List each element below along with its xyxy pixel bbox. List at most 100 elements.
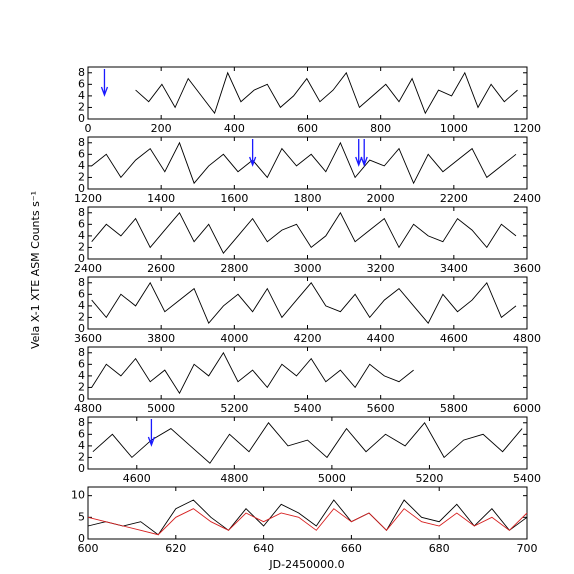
y-tick-label: 8 bbox=[78, 276, 85, 289]
panel-frame bbox=[87, 276, 528, 330]
x-tick-label: 2400 bbox=[74, 262, 102, 275]
x-tick-label: 1400 bbox=[147, 192, 175, 205]
arrow bbox=[360, 139, 368, 167]
light-curve bbox=[135, 71, 518, 115]
y-tick-label: 8 bbox=[78, 416, 85, 429]
panel-frame bbox=[87, 206, 528, 260]
x-tick-label: 5600 bbox=[367, 402, 395, 415]
y-tick-label: 6 bbox=[78, 147, 85, 160]
light-curve bbox=[91, 211, 517, 255]
y-tick-label: 6 bbox=[78, 217, 85, 230]
arrow bbox=[100, 69, 109, 97]
x-tick-label: 4000 bbox=[220, 332, 248, 345]
x-tick-label: 4600 bbox=[440, 332, 468, 345]
x-tick-label: 3600 bbox=[74, 332, 102, 345]
y-tick-label: 2 bbox=[78, 310, 85, 323]
y-tick-label: 2 bbox=[78, 450, 85, 463]
x-tick-label: 5200 bbox=[220, 402, 248, 415]
x-tick-label: 2600 bbox=[147, 262, 175, 275]
x-tick-label: 2000 bbox=[367, 192, 395, 205]
arrow bbox=[249, 139, 257, 167]
panel-frame bbox=[87, 136, 528, 190]
arrow bbox=[147, 419, 156, 447]
arrow bbox=[355, 139, 363, 167]
y-tick-label: 4 bbox=[78, 299, 85, 312]
x-tick-label: 3200 bbox=[367, 262, 395, 275]
x-tick-label: 4600 bbox=[123, 472, 151, 485]
x-tick-label: 5200 bbox=[415, 472, 443, 485]
y-tick-label: 4 bbox=[78, 89, 85, 102]
y-tick-label: 8 bbox=[78, 136, 85, 149]
x-tick-label: 4800 bbox=[220, 472, 248, 485]
x-tick-label: 600 bbox=[297, 122, 318, 135]
x-tick-label: 1800 bbox=[294, 192, 322, 205]
y-tick-label: 0 bbox=[78, 392, 85, 405]
y-tick-label: 6 bbox=[78, 77, 85, 90]
light-curve bbox=[87, 499, 528, 536]
y-tick-label: 4 bbox=[78, 439, 85, 452]
x-tick-label: 620 bbox=[165, 542, 186, 555]
x-tick-label: 5400 bbox=[513, 472, 541, 485]
light-curve bbox=[91, 141, 517, 185]
x-axis-label: JD-2450000.0 bbox=[268, 558, 344, 571]
x-tick-label: 4800 bbox=[513, 332, 541, 345]
y-tick-label: 0 bbox=[78, 252, 85, 265]
x-tick-label: 5400 bbox=[294, 402, 322, 415]
light-curve bbox=[91, 351, 414, 395]
x-tick-label: 5000 bbox=[147, 402, 175, 415]
x-tick-label: 4400 bbox=[367, 332, 395, 345]
panel-frame bbox=[87, 346, 528, 400]
x-tick-label: 6000 bbox=[513, 402, 541, 415]
x-tick-label: 600 bbox=[78, 542, 99, 555]
y-tick-label: 2 bbox=[78, 380, 85, 393]
y-tick-label: 0 bbox=[78, 112, 85, 125]
light-curve bbox=[91, 281, 517, 325]
x-tick-label: 3000 bbox=[294, 262, 322, 275]
x-tick-label: 3600 bbox=[513, 262, 541, 275]
x-tick-label: 1600 bbox=[220, 192, 248, 205]
light-curve bbox=[87, 508, 528, 536]
y-tick-label: 8 bbox=[78, 346, 85, 359]
y-tick-label: 0 bbox=[78, 462, 85, 475]
y-tick-label: 6 bbox=[78, 357, 85, 370]
y-axis-label: Vela X-1 XTE ASM Counts s⁻¹ bbox=[29, 191, 42, 349]
y-tick-label: 0 bbox=[78, 182, 85, 195]
x-tick-label: 2400 bbox=[513, 192, 541, 205]
light-curve bbox=[92, 422, 523, 464]
x-tick-label: 700 bbox=[517, 542, 538, 555]
panel-frame bbox=[87, 416, 528, 470]
x-tick-label: 200 bbox=[151, 122, 172, 135]
x-tick-label: 1200 bbox=[513, 122, 541, 135]
y-tick-label: 6 bbox=[78, 427, 85, 440]
x-tick-label: 400 bbox=[224, 122, 245, 135]
x-tick-label: 2800 bbox=[220, 262, 248, 275]
y-tick-label: 8 bbox=[78, 66, 85, 79]
x-tick-label: 1200 bbox=[74, 192, 102, 205]
x-tick-label: 660 bbox=[341, 542, 362, 555]
y-tick-label: 8 bbox=[78, 206, 85, 219]
y-tick-label: 2 bbox=[78, 240, 85, 253]
x-tick-label: 3400 bbox=[440, 262, 468, 275]
y-tick-label: 4 bbox=[78, 369, 85, 382]
x-tick-label: 5000 bbox=[318, 472, 346, 485]
x-tick-label: 1000 bbox=[440, 122, 468, 135]
x-tick-label: 680 bbox=[429, 542, 450, 555]
x-tick-label: 2200 bbox=[440, 192, 468, 205]
x-tick-label: 3800 bbox=[147, 332, 175, 345]
y-tick-label: 2 bbox=[78, 100, 85, 113]
y-tick-label: 6 bbox=[78, 287, 85, 300]
x-tick-label: 4200 bbox=[294, 332, 322, 345]
y-tick-label: 10 bbox=[71, 489, 85, 502]
x-tick-label: 0 bbox=[85, 122, 92, 135]
x-tick-label: 4800 bbox=[74, 402, 102, 415]
y-tick-label: 0 bbox=[78, 532, 85, 545]
y-tick-label: 4 bbox=[78, 159, 85, 172]
x-tick-label: 800 bbox=[370, 122, 391, 135]
y-tick-label: 0 bbox=[78, 322, 85, 335]
x-tick-label: 5800 bbox=[440, 402, 468, 415]
y-tick-label: 4 bbox=[78, 229, 85, 242]
x-tick-label: 640 bbox=[253, 542, 274, 555]
y-tick-label: 5 bbox=[78, 510, 85, 523]
y-tick-label: 2 bbox=[78, 170, 85, 183]
